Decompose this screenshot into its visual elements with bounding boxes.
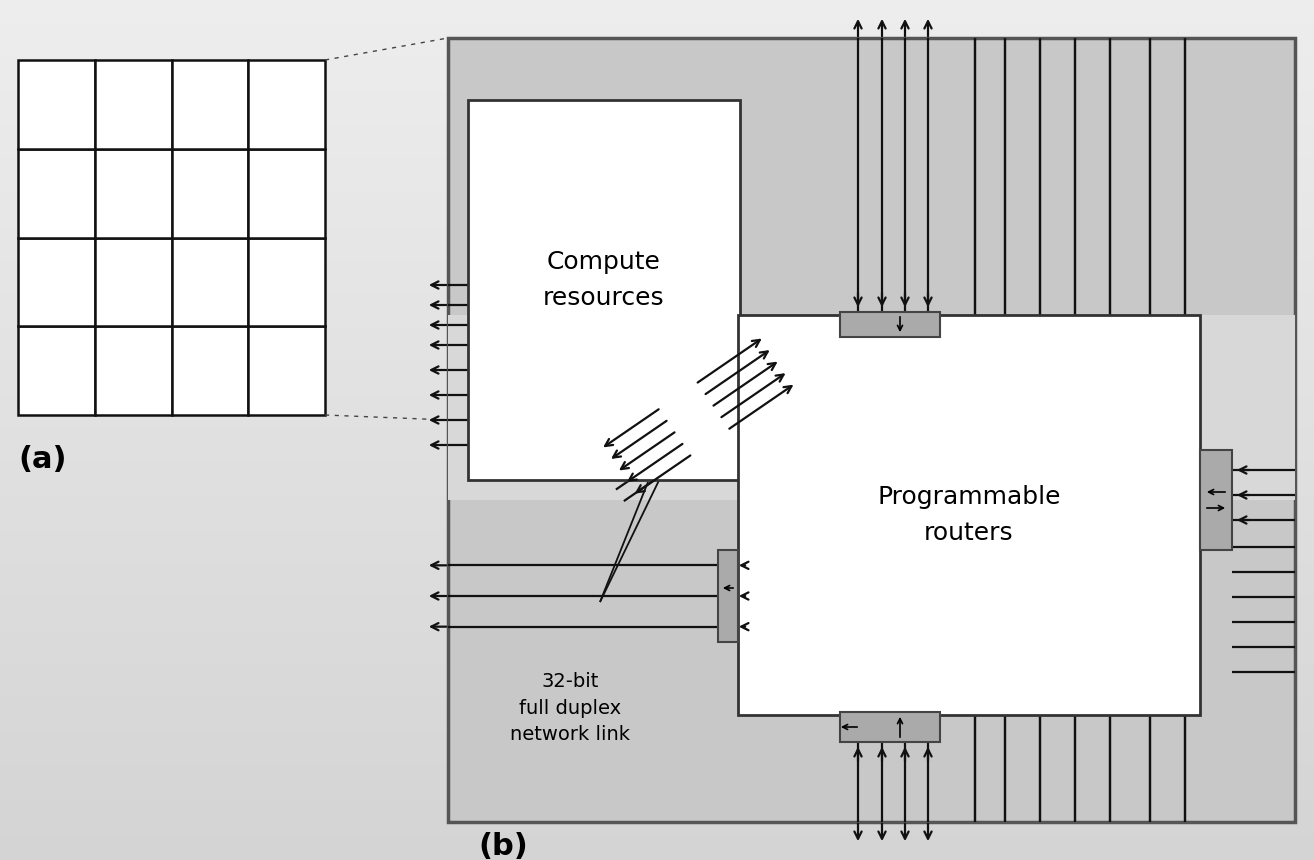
Bar <box>172 237 248 326</box>
Bar <box>18 237 95 326</box>
Bar <box>840 712 940 742</box>
Bar <box>248 237 325 326</box>
Bar <box>95 149 172 237</box>
Text: Programmable
routers: Programmable routers <box>878 485 1060 544</box>
Bar <box>468 100 740 480</box>
Text: (b): (b) <box>478 832 528 860</box>
Bar <box>18 60 95 149</box>
Bar <box>248 326 325 415</box>
Bar <box>248 149 325 237</box>
Bar <box>1200 450 1233 550</box>
Bar <box>738 315 1200 715</box>
Bar <box>172 60 248 149</box>
Bar <box>248 60 325 149</box>
Text: (a): (a) <box>18 445 67 474</box>
Bar <box>448 315 1296 500</box>
Bar <box>95 60 172 149</box>
Text: 32-bit
full duplex
network link: 32-bit full duplex network link <box>510 672 629 744</box>
Bar <box>717 550 738 642</box>
Bar <box>172 326 248 415</box>
Text: Compute
resources: Compute resources <box>543 250 665 310</box>
Bar <box>448 38 1296 822</box>
Bar <box>18 149 95 237</box>
Bar <box>840 312 940 337</box>
Bar <box>172 149 248 237</box>
Bar <box>95 326 172 415</box>
Bar <box>95 237 172 326</box>
Bar <box>18 326 95 415</box>
